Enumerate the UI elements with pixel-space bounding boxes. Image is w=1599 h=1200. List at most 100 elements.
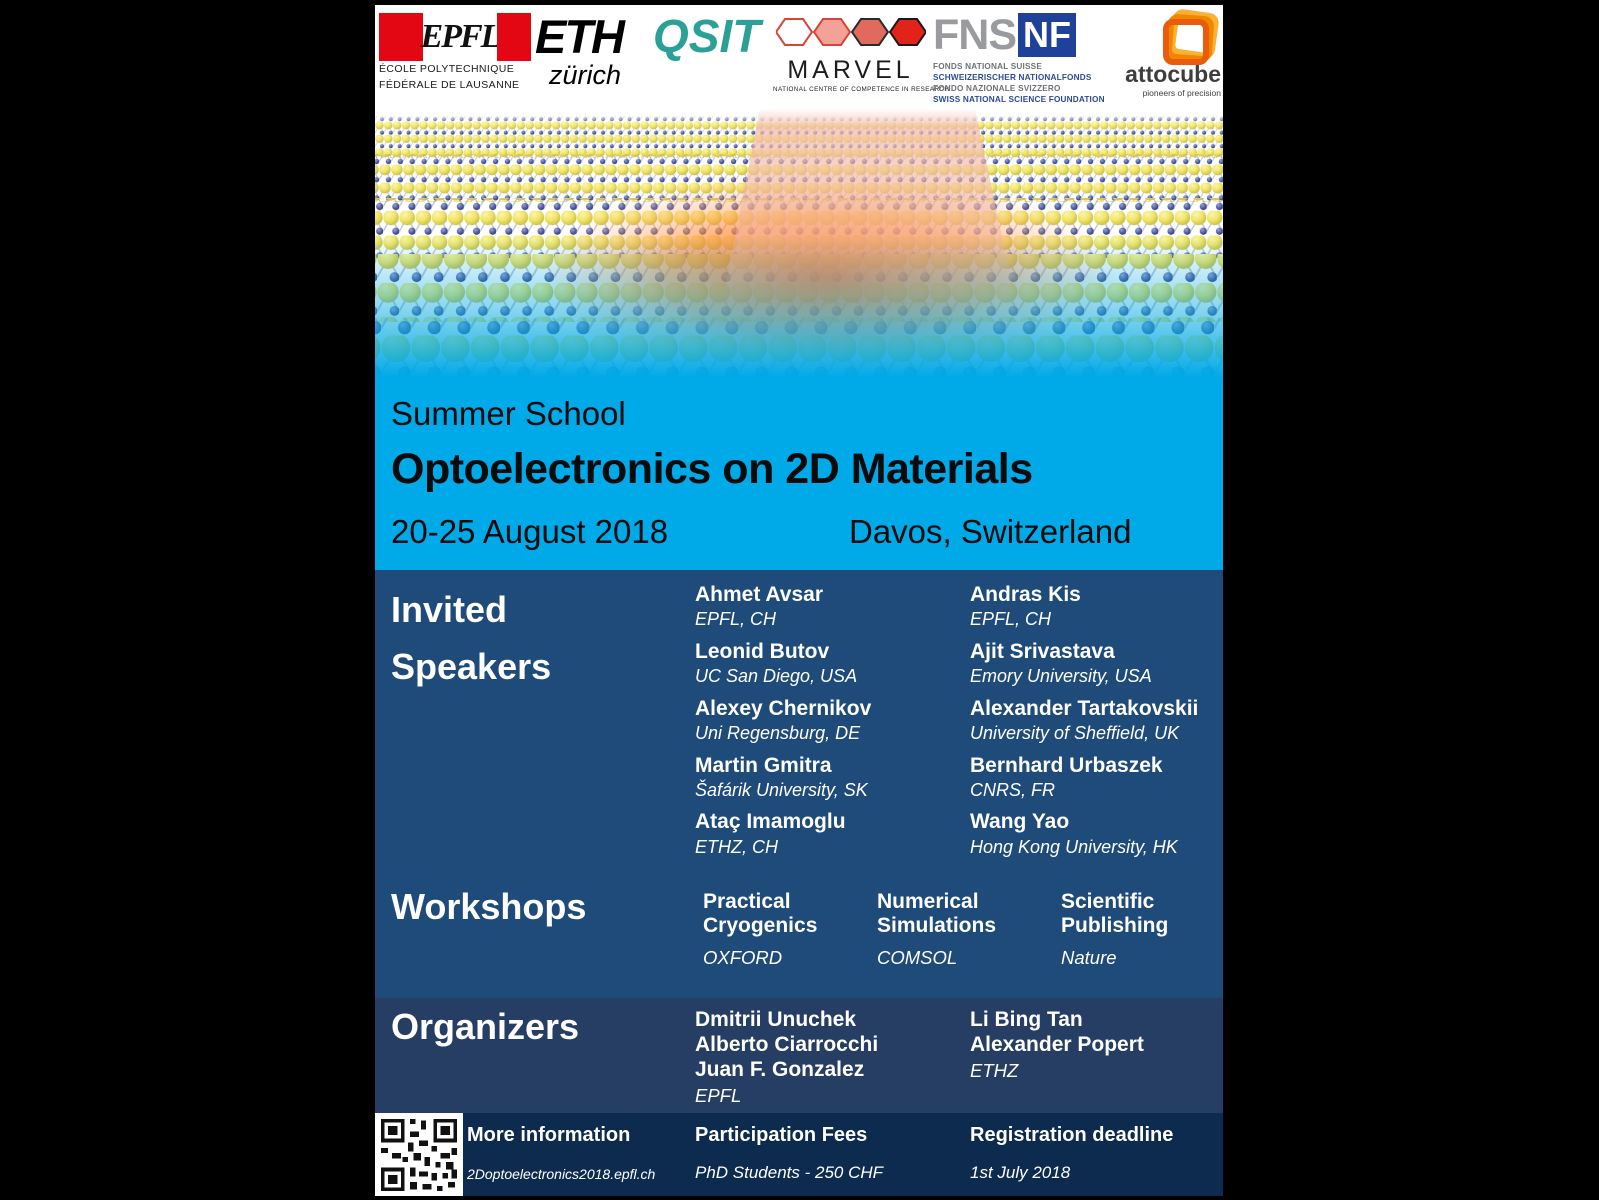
registration-deadline-label: Registration deadline	[970, 1124, 1174, 1146]
snsf-name-line: SCHWEIZERISCHER NATIONALFONDS	[933, 73, 1092, 83]
workshop-entry: Scientific Publishing Nature	[1061, 890, 1211, 969]
eth-zurich-logo: ETH zürich	[535, 13, 650, 89]
participation-fees-label: Participation Fees	[695, 1124, 868, 1146]
speaker-affiliation: University of Sheffield, UK	[970, 722, 1180, 743]
workshop-title: Scientific Publishing	[1061, 890, 1169, 938]
speaker-entry: Martin Gmitra Šafárik University, SK	[695, 753, 965, 802]
qr-code	[375, 1113, 463, 1196]
epfl-name-line: ÉCOLE POLYTECHNIQUE	[379, 63, 515, 75]
organizer-affiliation: ETHZ	[970, 1059, 1019, 1081]
organizers-column-2: Li Bing Tan Alexander Popert ETHZ	[970, 1008, 1223, 1082]
lattice-art	[375, 108, 1223, 378]
speaker-entry: Leonid Butov UC San Diego, USA	[695, 639, 965, 688]
attocube-cube-icon	[1159, 8, 1220, 65]
speaker-affiliation: Šafárik University, SK	[695, 779, 868, 800]
speaker-affiliation: Uni Regensburg, DE	[695, 722, 861, 743]
participation-fees-value: PhD Students - 250 CHF	[695, 1163, 884, 1182]
snsf-name-line: SWISS NATIONAL SCIENCE FOUNDATION	[933, 95, 1105, 105]
workshop-provider: Nature	[1061, 947, 1117, 969]
marvel-hexagons-icon	[774, 18, 927, 46]
speaker-name: Bernhard Urbaszek	[970, 753, 1163, 777]
lattice-illustration	[375, 108, 1223, 378]
epfl-logo-mark: EPFL	[379, 13, 531, 61]
event-dates: 20-25 August 2018	[391, 512, 669, 550]
summer-school-poster: EPFL ÉCOLE POLYTECHNIQUE FÉDÉRALE DE LAU…	[375, 5, 1223, 1196]
sponsor-logo-header: EPFL ÉCOLE POLYTECHNIQUE FÉDÉRALE DE LAU…	[375, 5, 1223, 108]
workshop-provider: OXFORD	[703, 947, 783, 969]
speaker-entry: Bernhard Urbaszek CNRS, FR	[970, 753, 1223, 802]
date-location-row: 20-25 August 2018 Davos, Switzerland	[391, 512, 1223, 550]
organizer-name: Li Bing Tan	[970, 1008, 1083, 1031]
eth-logo-mark: ETH	[535, 10, 625, 63]
qsit-logo: QSIT	[653, 13, 763, 59]
marvel-logo: MARVEL NATIONAL CENTRE OF COMPETENCE IN …	[773, 17, 950, 93]
event-url[interactable]: 2Doptoelectronics2018.epfl.ch	[467, 1166, 656, 1182]
workshop-entry: Numerical Simulations COMSOL	[877, 890, 1055, 969]
workshop-provider: COMSOL	[877, 947, 958, 969]
speaker-affiliation: CNRS, FR	[970, 779, 1055, 800]
speaker-entry: Alexey Chernikov Uni Regensburg, DE	[695, 696, 965, 745]
speaker-name: Martin Gmitra	[695, 753, 832, 777]
speakers-workshops-section: Invited Speakers Ahmet Avsar EPFL, CH Le…	[375, 570, 1223, 998]
speaker-entry: Ataç Imamoglu ETHZ, CH	[695, 809, 965, 858]
attocube-logo-sub: pioneers of precision	[1142, 88, 1221, 98]
registration-deadline-value: 1st July 2018	[970, 1163, 1071, 1182]
snsf-name-line: FONDS NATIONAL SUISSE	[933, 62, 1042, 71]
organizer-name: Juan F. Gonzalez	[695, 1057, 865, 1081]
epfl-red-block	[379, 13, 423, 61]
speaker-affiliation: Emory University, USA	[970, 666, 1152, 687]
footer-bar: More information 2Doptoelectronics2018.e…	[375, 1113, 1223, 1196]
workshop-entry: Practical Cryogenics OXFORD	[703, 890, 863, 969]
speaker-name: Ajit Srivastava	[970, 639, 1115, 663]
eth-logo-sub: zürich	[549, 60, 622, 90]
speaker-entry: Ahmet Avsar EPFL, CH	[695, 582, 965, 631]
invited-speakers-heading: Invited Speakers	[391, 589, 552, 687]
epfl-red-block	[497, 13, 531, 61]
workshop-title: Practical Cryogenics	[703, 890, 818, 938]
workshop-title: Numerical Simulations	[877, 890, 997, 938]
snsf-fns-letters: FNS	[933, 11, 1017, 59]
attocube-logo-mark: attocube	[1125, 61, 1221, 87]
snsf-nf-letters: NF	[1018, 13, 1076, 57]
organizer-name: Dmitrii Unuchek	[695, 1008, 857, 1031]
title-band: Summer School Optoelectronics on 2D Mate…	[375, 378, 1223, 570]
epfl-letters: EPFL	[420, 18, 502, 55]
marvel-logo-mark: MARVEL	[787, 56, 914, 84]
snsf-logo: FNS NF FONDS NATIONAL SUISSE SCHWEIZERIS…	[933, 13, 1119, 105]
event-location: Davos, Switzerland	[849, 512, 1132, 550]
snsf-logo-mark: FNS NF	[933, 13, 1119, 57]
participation-fees-block: Participation Fees PhD Students - 250 CH…	[695, 1124, 883, 1183]
speaker-entry: Ajit Srivastava Emory University, USA	[970, 639, 1223, 688]
registration-deadline-block: Registration deadline 1st July 2018	[970, 1124, 1173, 1183]
organizers-column-1: Dmitrii Unuchek Alberto Ciarrocchi Juan …	[695, 1008, 965, 1107]
speaker-affiliation: EPFL, CH	[970, 609, 1052, 630]
marvel-logo-sub: NATIONAL CENTRE OF COMPETENCE IN RESEARC…	[773, 86, 950, 93]
organizer-name: Alberto Ciarrocchi	[695, 1032, 879, 1056]
speaker-affiliation: EPFL, CH	[695, 609, 777, 630]
organizer-name: Alexander Popert	[970, 1032, 1144, 1056]
speaker-entry: Wang Yao Hong Kong University, HK	[970, 809, 1223, 858]
more-information-label: More information	[467, 1124, 631, 1146]
event-title: Optoelectronics on 2D Materials	[391, 445, 1033, 494]
speaker-name: Andras Kis	[970, 583, 1081, 606]
snsf-name-line: FONDO NAZIONALE SVIZZERO	[933, 84, 1061, 94]
organizer-affiliation: EPFL	[695, 1084, 742, 1106]
speakers-column-2: Andras Kis EPFL, CH Ajit Srivastava Emor…	[970, 582, 1223, 866]
qsit-logo-mark: QSIT	[653, 10, 761, 62]
speaker-entry: Alexander Tartakovskii University of She…	[970, 696, 1223, 745]
speaker-name: Wang Yao	[970, 810, 1070, 834]
speakers-column-1: Ahmet Avsar EPFL, CH Leonid Butov UC San…	[695, 582, 965, 866]
speaker-entry: Andras Kis EPFL, CH	[970, 582, 1223, 631]
organizers-section: Organizers Dmitrii Unuchek Alberto Ciarr…	[375, 998, 1223, 1113]
more-information-block: More information 2Doptoelectronics2018.e…	[467, 1124, 655, 1182]
epfl-logo: EPFL ÉCOLE POLYTECHNIQUE FÉDÉRALE DE LAU…	[379, 13, 531, 92]
speaker-name: Ataç Imamoglu	[695, 810, 846, 834]
snsf-name-lines: FONDS NATIONAL SUISSE SCHWEIZERISCHER NA…	[933, 61, 1119, 105]
speaker-affiliation: ETHZ, CH	[695, 836, 778, 857]
speaker-name: Ahmet Avsar	[695, 583, 823, 606]
organizers-heading: Organizers	[391, 1006, 580, 1047]
speaker-affiliation: Hong Kong University, HK	[970, 836, 1178, 857]
workshops-heading: Workshops	[391, 886, 587, 927]
workshops-row: Workshops Practical Cryogenics OXFORD Nu…	[375, 882, 1223, 998]
speaker-affiliation: UC San Diego, USA	[695, 666, 858, 687]
